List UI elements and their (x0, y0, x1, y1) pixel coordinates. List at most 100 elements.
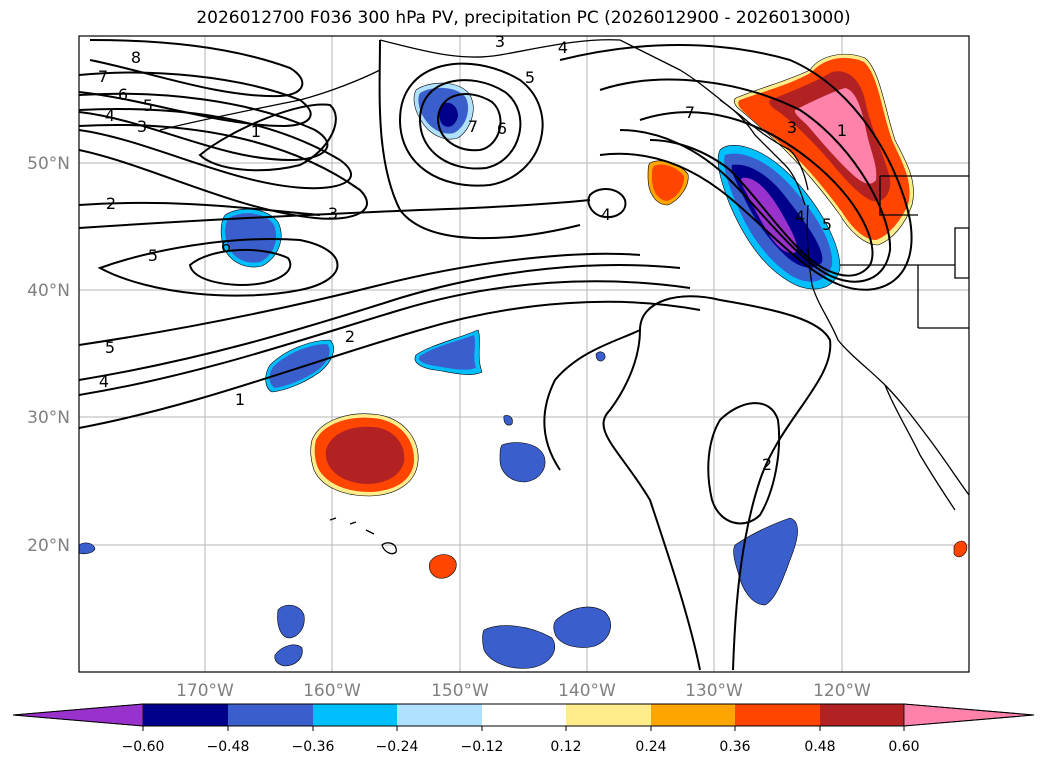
lat-label-20n: 20°N (27, 536, 70, 556)
pv-contours (79, 39, 913, 671)
precip-blob-neg-d (553, 606, 611, 648)
pv-contour-5-west (97, 238, 339, 297)
lon-label-170w: 170°W (176, 681, 234, 701)
contour-label-6: 3 (137, 117, 147, 136)
contour-label-19: 6 (497, 119, 507, 138)
pv-contour-1-sw (79, 300, 701, 429)
precip-blob-small-positive-core (652, 164, 685, 201)
contour-label-27: 2 (762, 455, 772, 474)
pv-contour-3-west (79, 199, 591, 229)
contour-label-10: 5 (148, 246, 158, 265)
pv-contour-gulf-low-3 (436, 93, 502, 152)
lon-label-160w: 160°W (303, 681, 361, 701)
colorbar-bin-9 (820, 704, 904, 726)
contour-label-26: 5 (822, 215, 832, 234)
coastline-hawaii (329, 517, 397, 555)
contour-label-11: 6 (221, 237, 231, 256)
colorbar-tick-label-8: 0.36 (719, 739, 750, 755)
precip-blob-neg-i (503, 415, 513, 426)
precip-blob-neg-h (595, 351, 606, 362)
colorbar-bin-4 (397, 704, 482, 726)
colorbar-tick-label-7: 0.24 (635, 739, 666, 755)
contour-label-5: 4 (105, 106, 115, 125)
colorbar-extend-high (903, 703, 1035, 727)
pv-contour-4-gulf (587, 188, 627, 218)
lon-label-120w: 120°W (813, 681, 871, 701)
coastline-bc (719, 99, 806, 206)
precip-blob-pos-b (953, 540, 968, 558)
colorbar-tick-label-6: 0.12 (550, 739, 581, 755)
border-state-c (879, 176, 918, 216)
colorbar-tick-label-5: −0.12 (461, 739, 504, 755)
coastlines (159, 39, 969, 555)
lat-label-40n: 40°N (27, 281, 70, 301)
contour-label-7: 1 (251, 122, 261, 141)
colorbar-tick-label-10: 0.60 (888, 739, 919, 755)
lat-label-50n: 50°N (27, 154, 70, 174)
contour-label-15: 1 (235, 390, 245, 409)
precip-blob-neg-g (79, 542, 96, 555)
precip-blob-mid-negative-mid (418, 335, 476, 370)
pv-contour-coast-3 (639, 111, 874, 277)
contour-label-3: 6 (118, 85, 128, 104)
contour-label-13: 4 (99, 372, 109, 391)
precip-blob-pos-a (428, 554, 457, 579)
latitude-labels: 50°N 40°N 30°N 20°N (27, 154, 70, 556)
coastline-aleutians (159, 69, 381, 131)
contour-label-16: 3 (495, 32, 505, 51)
contour-label-2: 7 (98, 67, 108, 86)
pv-contour-coast-outer (559, 44, 913, 291)
contour-labels: 8 7 6 5 4 3 1 2 3 5 6 5 4 2 1 3 4 5 6 7 … (98, 32, 847, 474)
pv-contour-5 (79, 108, 352, 190)
colorbar: −0.60 −0.48 −0.36 −0.24 −0.12 0.12 0.24 … (12, 703, 1035, 755)
contour-label-4: 5 (143, 96, 153, 115)
contour-label-25: 4 (795, 207, 805, 226)
map-frame (78, 35, 970, 673)
colorbar-bin-6 (566, 704, 651, 726)
pv-contour-8 (89, 39, 304, 98)
pv-contour-2-south (707, 402, 781, 525)
pv-contour-2 (79, 201, 321, 216)
precip-blob-neg-c (482, 625, 556, 669)
colorbar-tick-label-1: −0.60 (122, 739, 165, 755)
colorbar-tick-label-9: 0.48 (804, 739, 835, 755)
pv-contour-gulf-low-2 (418, 79, 522, 170)
colorbar-bin-7 (651, 704, 735, 726)
precip-blob-neg-f (274, 644, 303, 667)
lat-label-30n: 30°N (27, 408, 70, 428)
pv-contour-south-trough (602, 295, 832, 671)
pv-contour-6-west (188, 249, 292, 287)
contour-label-17: 4 (558, 38, 568, 57)
contour-label-9: 3 (328, 204, 338, 223)
pv-contour-gulf-low (398, 62, 544, 187)
precip-blob-subtrop-negative-mid (269, 344, 330, 388)
map-title: 2026012700 F036 300 hPa PV, precipitatio… (196, 8, 851, 28)
colorbar-bin-5 (482, 704, 566, 726)
pv-contour-south-loop (543, 329, 641, 471)
precip-blob-neg-e (277, 604, 305, 639)
precip-blob-neg-a (499, 442, 546, 483)
pv-contour-5-sw (79, 252, 641, 346)
pv-contour-4 (79, 123, 368, 220)
pv-contour-1-west (198, 103, 337, 172)
contour-label-12: 5 (105, 338, 115, 357)
contour-label-14: 2 (345, 327, 355, 346)
contour-label-18: 5 (525, 68, 535, 87)
colorbar-ticks (142, 726, 905, 731)
colorbar-bin-3 (313, 704, 397, 726)
contour-label-20: 7 (468, 117, 478, 136)
lon-label-140w: 140°W (558, 681, 616, 701)
contour-label-1: 8 (131, 48, 141, 67)
coastline-baja (884, 384, 956, 511)
border-state-d (954, 227, 969, 279)
pv-contour-2-sw (79, 280, 691, 396)
longitude-labels: 170°W 160°W 150°W 140°W 130°W 120°W (176, 681, 871, 701)
colorbar-tick-label-2: −0.48 (207, 739, 250, 755)
colorbar-bin-2 (228, 704, 313, 726)
colorbar-bin-8 (735, 704, 820, 726)
colorbar-extend-low (12, 703, 144, 727)
pv-contour-4-sw (79, 264, 681, 381)
pv-contour-6 (79, 92, 329, 162)
colorbar-bin-1 (143, 704, 228, 726)
